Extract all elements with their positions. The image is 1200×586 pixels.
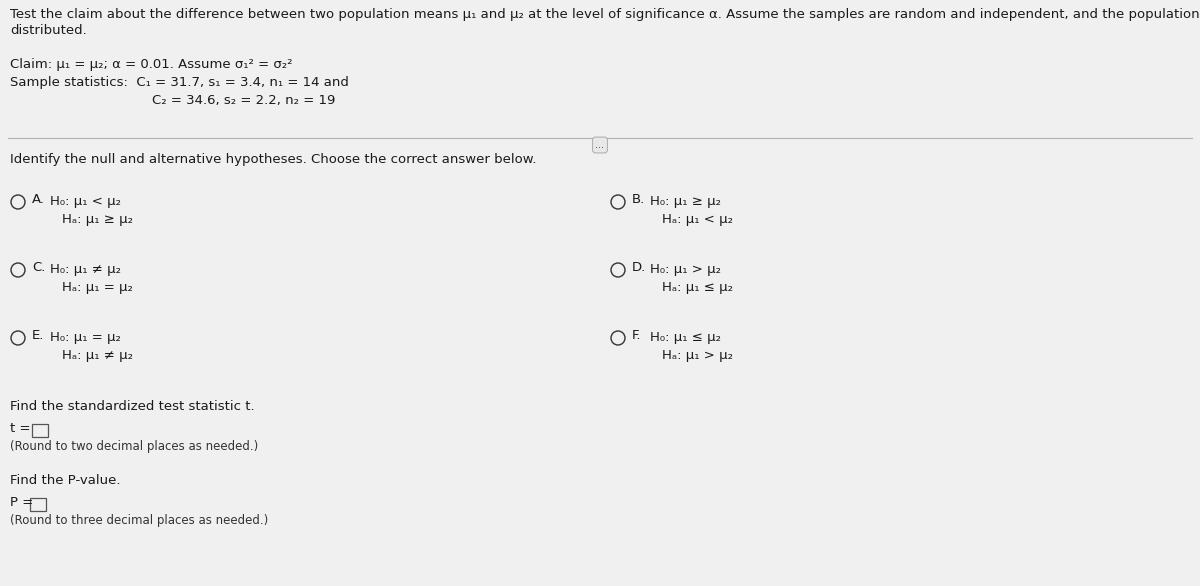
Text: Hₐ: μ₁ ≠ μ₂: Hₐ: μ₁ ≠ μ₂ bbox=[62, 349, 133, 362]
Text: Find the P-value.: Find the P-value. bbox=[10, 474, 120, 487]
Text: t =: t = bbox=[10, 422, 30, 435]
Text: C.: C. bbox=[32, 261, 46, 274]
Text: E.: E. bbox=[32, 329, 44, 342]
Text: distributed.: distributed. bbox=[10, 24, 86, 37]
Text: Sample statistics:  Ϲ₁ = 31.7, s₁ = 3.4, n₁ = 14 and: Sample statistics: Ϲ₁ = 31.7, s₁ = 3.4, … bbox=[10, 76, 349, 89]
Text: Ϲ₂ = 34.6, s₂ = 2.2, n₂ = 19: Ϲ₂ = 34.6, s₂ = 2.2, n₂ = 19 bbox=[152, 94, 335, 107]
Text: ...: ... bbox=[595, 140, 605, 150]
Text: Hₐ: μ₁ ≥ μ₂: Hₐ: μ₁ ≥ μ₂ bbox=[62, 213, 133, 226]
Text: Test the claim about the difference between two population means μ₁ and μ₂ at th: Test the claim about the difference betw… bbox=[10, 8, 1200, 21]
Text: A.: A. bbox=[32, 193, 46, 206]
Text: B.: B. bbox=[632, 193, 646, 206]
Text: Identify the null and alternative hypotheses. Choose the correct answer below.: Identify the null and alternative hypoth… bbox=[10, 153, 536, 166]
Text: F.: F. bbox=[632, 329, 642, 342]
Text: H₀: μ₁ < μ₂: H₀: μ₁ < μ₂ bbox=[50, 195, 121, 208]
Text: Hₐ: μ₁ = μ₂: Hₐ: μ₁ = μ₂ bbox=[62, 281, 133, 294]
Text: D.: D. bbox=[632, 261, 647, 274]
Text: H₀: μ₁ ≤ μ₂: H₀: μ₁ ≤ μ₂ bbox=[650, 331, 721, 344]
Text: H₀: μ₁ > μ₂: H₀: μ₁ > μ₂ bbox=[650, 263, 721, 276]
Text: Find the standardized test statistic t.: Find the standardized test statistic t. bbox=[10, 400, 254, 413]
Text: Claim: μ₁ = μ₂; α = 0.01. Assume σ₁² = σ₂²: Claim: μ₁ = μ₂; α = 0.01. Assume σ₁² = σ… bbox=[10, 58, 293, 71]
Text: Hₐ: μ₁ < μ₂: Hₐ: μ₁ < μ₂ bbox=[662, 213, 733, 226]
Text: H₀: μ₁ ≠ μ₂: H₀: μ₁ ≠ μ₂ bbox=[50, 263, 121, 276]
Text: Hₐ: μ₁ ≤ μ₂: Hₐ: μ₁ ≤ μ₂ bbox=[662, 281, 733, 294]
Text: (Round to three decimal places as needed.): (Round to three decimal places as needed… bbox=[10, 514, 269, 527]
Bar bbox=[32, 424, 48, 437]
Bar bbox=[30, 498, 46, 511]
Text: (Round to two decimal places as needed.): (Round to two decimal places as needed.) bbox=[10, 440, 258, 453]
Text: H₀: μ₁ = μ₂: H₀: μ₁ = μ₂ bbox=[50, 331, 121, 344]
Text: P =: P = bbox=[10, 496, 34, 509]
Text: H₀: μ₁ ≥ μ₂: H₀: μ₁ ≥ μ₂ bbox=[650, 195, 721, 208]
Text: Hₐ: μ₁ > μ₂: Hₐ: μ₁ > μ₂ bbox=[662, 349, 733, 362]
